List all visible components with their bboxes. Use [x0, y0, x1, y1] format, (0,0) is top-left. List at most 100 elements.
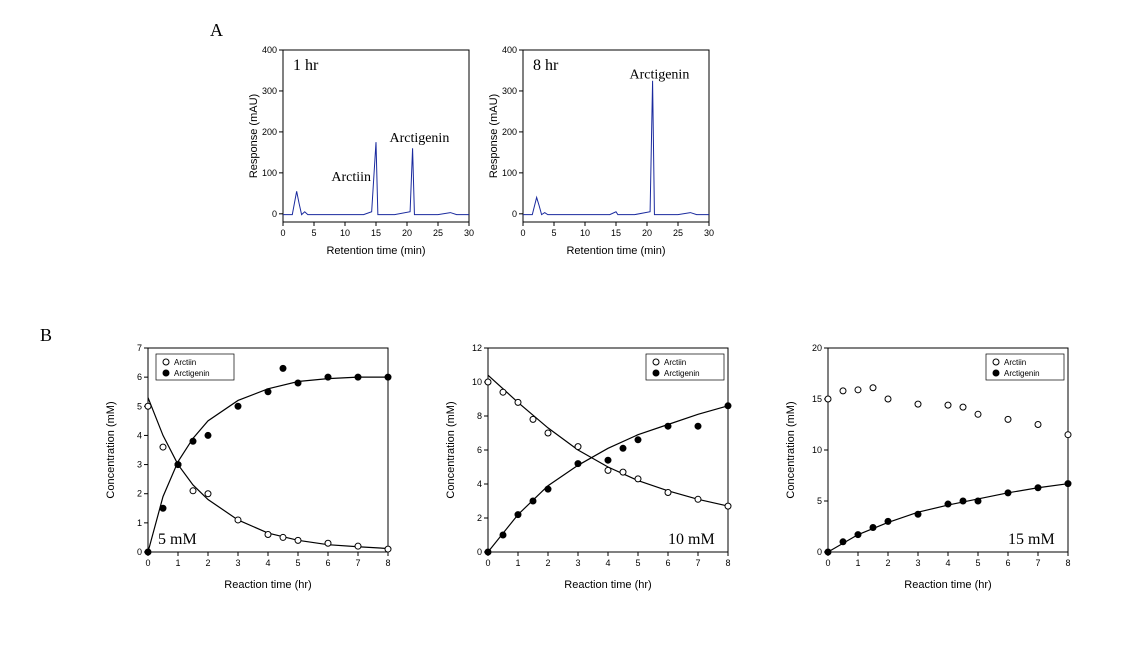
svg-text:15: 15: [371, 228, 381, 238]
svg-text:4: 4: [265, 558, 270, 568]
svg-text:10: 10: [812, 445, 822, 455]
svg-text:Reaction time (hr): Reaction time (hr): [904, 579, 991, 591]
svg-text:300: 300: [262, 86, 277, 96]
svg-text:7: 7: [355, 558, 360, 568]
svg-text:Response (mAU): Response (mAU): [248, 94, 260, 178]
panel-label-b: B: [40, 325, 52, 346]
panel-label-a: A: [210, 20, 223, 41]
svg-text:10: 10: [340, 228, 350, 238]
svg-text:Concentration (mM): Concentration (mM): [105, 401, 117, 498]
svg-text:100: 100: [262, 168, 277, 178]
svg-text:10: 10: [472, 377, 482, 387]
svg-text:20: 20: [402, 228, 412, 238]
svg-text:Retention time (min): Retention time (min): [566, 245, 665, 257]
chroma-8hr: 0510152025300100200300400Retention time …: [485, 30, 715, 260]
svg-text:0: 0: [512, 209, 517, 219]
svg-text:Response (mAU): Response (mAU): [488, 94, 500, 178]
svg-text:2: 2: [137, 489, 142, 499]
svg-text:Arctigenin: Arctigenin: [664, 369, 700, 378]
svg-text:10: 10: [580, 228, 590, 238]
svg-text:7: 7: [695, 558, 700, 568]
svg-text:0: 0: [817, 547, 822, 557]
svg-text:5: 5: [635, 558, 640, 568]
svg-text:8: 8: [1065, 558, 1070, 568]
conc-15mm: 01234567805101520Reaction time (hr)Conce…: [780, 330, 1080, 600]
svg-text:Concentration (mM): Concentration (mM): [785, 401, 797, 498]
svg-text:0: 0: [280, 228, 285, 238]
svg-text:10 mM: 10 mM: [668, 531, 715, 548]
svg-text:7: 7: [1035, 558, 1040, 568]
svg-text:5: 5: [975, 558, 980, 568]
svg-text:1: 1: [137, 518, 142, 528]
svg-text:Arctigenin: Arctigenin: [389, 131, 449, 146]
svg-text:8: 8: [385, 558, 390, 568]
svg-text:3: 3: [235, 558, 240, 568]
svg-text:Arctiin: Arctiin: [174, 358, 196, 367]
svg-text:30: 30: [704, 228, 714, 238]
svg-text:Concentration (mM): Concentration (mM): [445, 401, 457, 498]
svg-text:0: 0: [825, 558, 830, 568]
chroma-1hr: 0510152025300100200300400Retention time …: [245, 30, 475, 260]
svg-text:4: 4: [477, 479, 482, 489]
svg-text:Arctigenin: Arctigenin: [174, 369, 210, 378]
svg-text:Arctiin: Arctiin: [664, 358, 686, 367]
svg-text:200: 200: [502, 127, 517, 137]
svg-text:0: 0: [272, 209, 277, 219]
svg-text:12: 12: [472, 343, 482, 353]
svg-text:Retention time (min): Retention time (min): [326, 245, 425, 257]
figure-root: A 0510152025300100200300400Retention tim…: [20, 20, 1124, 651]
svg-text:1: 1: [855, 558, 860, 568]
svg-text:15 mM: 15 mM: [1008, 531, 1055, 548]
svg-text:0: 0: [485, 558, 490, 568]
svg-text:5 mM: 5 mM: [158, 531, 197, 548]
svg-text:3: 3: [915, 558, 920, 568]
svg-text:25: 25: [673, 228, 683, 238]
svg-text:20: 20: [642, 228, 652, 238]
svg-text:4: 4: [945, 558, 950, 568]
svg-text:0: 0: [477, 547, 482, 557]
svg-text:1: 1: [175, 558, 180, 568]
svg-text:7: 7: [137, 343, 142, 353]
svg-text:300: 300: [502, 86, 517, 96]
svg-text:4: 4: [605, 558, 610, 568]
svg-text:4: 4: [137, 430, 142, 440]
svg-text:Arctiin: Arctiin: [331, 170, 371, 185]
svg-text:3: 3: [575, 558, 580, 568]
svg-text:8 hr: 8 hr: [533, 57, 559, 74]
svg-text:2: 2: [885, 558, 890, 568]
svg-text:30: 30: [464, 228, 474, 238]
svg-text:Reaction time (hr): Reaction time (hr): [224, 579, 311, 591]
svg-text:1: 1: [515, 558, 520, 568]
svg-text:200: 200: [262, 127, 277, 137]
svg-text:6: 6: [137, 372, 142, 382]
svg-text:8: 8: [725, 558, 730, 568]
svg-text:6: 6: [477, 445, 482, 455]
svg-text:100: 100: [502, 168, 517, 178]
svg-text:400: 400: [262, 45, 277, 55]
svg-text:8: 8: [477, 411, 482, 421]
svg-text:25: 25: [433, 228, 443, 238]
svg-text:Reaction time (hr): Reaction time (hr): [564, 579, 651, 591]
svg-text:Arctiin: Arctiin: [1004, 358, 1026, 367]
svg-text:5: 5: [551, 228, 556, 238]
svg-text:15: 15: [812, 394, 822, 404]
svg-text:Arctigenin: Arctigenin: [629, 68, 689, 83]
svg-text:0: 0: [520, 228, 525, 238]
conc-10mm: 012345678024681012Reaction time (hr)Conc…: [440, 330, 740, 600]
svg-text:6: 6: [325, 558, 330, 568]
svg-text:3: 3: [137, 460, 142, 470]
svg-text:0: 0: [145, 558, 150, 568]
svg-text:2: 2: [477, 513, 482, 523]
svg-text:2: 2: [545, 558, 550, 568]
svg-text:5: 5: [137, 401, 142, 411]
svg-text:5: 5: [311, 228, 316, 238]
svg-text:2: 2: [205, 558, 210, 568]
svg-text:5: 5: [817, 496, 822, 506]
svg-text:0: 0: [137, 547, 142, 557]
svg-text:5: 5: [295, 558, 300, 568]
svg-text:15: 15: [611, 228, 621, 238]
svg-text:6: 6: [1005, 558, 1010, 568]
svg-text:6: 6: [665, 558, 670, 568]
svg-text:1 hr: 1 hr: [293, 57, 319, 74]
svg-text:400: 400: [502, 45, 517, 55]
